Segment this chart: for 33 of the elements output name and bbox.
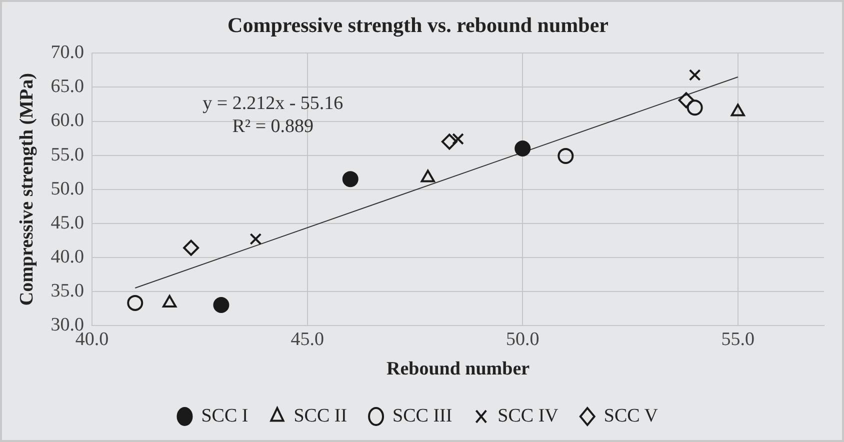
x-tick-label: 45.0 (290, 328, 324, 350)
annotation: R² = 0.889 (232, 116, 314, 138)
point (250, 233, 262, 245)
point (688, 69, 701, 81)
point (686, 100, 703, 116)
y-axis-title: Compressive strength (MPa) (16, 73, 38, 306)
point (678, 92, 694, 108)
x-tick-label: 50.0 (506, 328, 540, 350)
y-tick-label: 70.0 (50, 42, 84, 64)
point (452, 132, 464, 145)
legend-label: SCC II (294, 405, 348, 426)
annotation: y = 2.212x - 55.16 (202, 93, 344, 114)
legend-label: SCC V (604, 405, 658, 426)
y-tick-label: 60.0 (50, 110, 84, 132)
legend-label: SCC IV (498, 405, 559, 426)
y-tick-label: 35.0 (50, 280, 84, 302)
x-tick-label: 55.0 (721, 328, 755, 350)
y-tick-label: 65.0 (50, 76, 84, 98)
y-tick-label: 40.0 (50, 246, 84, 268)
point (127, 294, 144, 311)
legend-label: SCC I (201, 405, 248, 426)
point (213, 296, 230, 313)
point (558, 148, 574, 164)
legend-label: SCC III (392, 405, 452, 426)
x-axis-title: Rebound number (386, 358, 530, 380)
y-tick-label: 55.0 (50, 144, 84, 166)
point (342, 171, 358, 188)
point (514, 140, 531, 156)
y-tick-label: 45.0 (50, 212, 84, 234)
point (183, 240, 200, 256)
chart-title: Compressive strength vs. rebound number (228, 13, 608, 38)
point (441, 134, 458, 150)
y-tick-label: 50.0 (50, 178, 84, 200)
